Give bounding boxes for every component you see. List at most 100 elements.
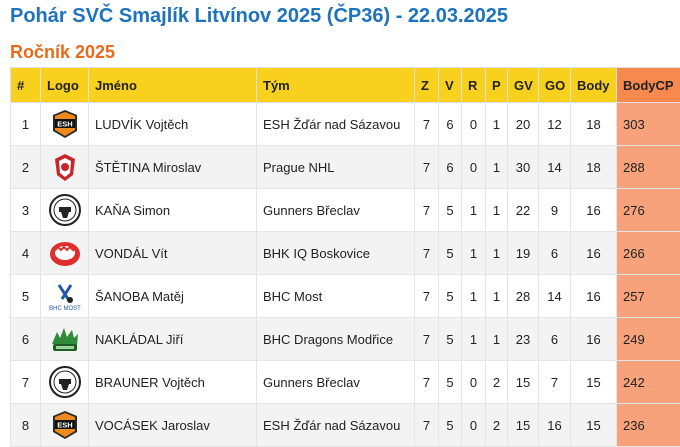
- col-header-rank[interactable]: #: [11, 68, 41, 103]
- gunners-breclav-logo-icon: [48, 365, 82, 399]
- player-name[interactable]: ŠTĚTINA Miroslav: [89, 146, 257, 189]
- col-header-v[interactable]: V: [439, 68, 462, 103]
- games-played: 7: [415, 404, 439, 447]
- player-name[interactable]: NAKLÁDAL Jiří: [89, 318, 257, 361]
- points: 16: [571, 232, 617, 275]
- goals-against: 14: [539, 146, 571, 189]
- team-name[interactable]: BHK IQ Boskovice: [257, 232, 415, 275]
- gunners-breclav-logo-icon: [48, 193, 82, 227]
- bhc-most-logo-icon: BHC MOST: [48, 279, 82, 313]
- goals-against: 7: [539, 361, 571, 404]
- table-header-row: # Logo Jméno Tým Z V R P GV GO Body Body…: [11, 68, 680, 103]
- goals-for: 15: [508, 361, 539, 404]
- games-played: 7: [415, 232, 439, 275]
- rank-cell: 7: [11, 361, 41, 404]
- results-table: # Logo Jméno Tým Z V R P GV GO Body Body…: [10, 67, 680, 447]
- team-name[interactable]: Gunners Břeclav: [257, 189, 415, 232]
- goals-for: 20: [508, 103, 539, 146]
- logo-cell: [41, 189, 89, 232]
- games-played: 7: [415, 103, 439, 146]
- goals-for: 22: [508, 189, 539, 232]
- points: 15: [571, 404, 617, 447]
- col-header-bodycp[interactable]: BodyCP: [617, 68, 680, 103]
- player-name[interactable]: ŠANOBA Matěj: [89, 275, 257, 318]
- rank-cell: 8: [11, 404, 41, 447]
- goals-for: 28: [508, 275, 539, 318]
- col-header-name[interactable]: Jméno: [89, 68, 257, 103]
- col-header-p[interactable]: P: [486, 68, 508, 103]
- wins: 6: [439, 146, 462, 189]
- team-name[interactable]: ESH Žďár nad Sázavou: [257, 404, 415, 447]
- losses: 1: [486, 103, 508, 146]
- esh-zdar-logo-icon: ESH: [48, 408, 82, 442]
- goals-against: 6: [539, 318, 571, 361]
- losses: 1: [486, 189, 508, 232]
- season-heading: Ročník 2025: [10, 42, 115, 63]
- player-name[interactable]: VOCÁSEK Jaroslav: [89, 404, 257, 447]
- col-header-r[interactable]: R: [462, 68, 486, 103]
- points: 18: [571, 146, 617, 189]
- rank-cell: 3: [11, 189, 41, 232]
- logo-cell: [41, 232, 89, 275]
- team-name[interactable]: ESH Žďár nad Sázavou: [257, 103, 415, 146]
- svg-text:BHC MOST: BHC MOST: [49, 306, 81, 312]
- player-name[interactable]: VONDÁL Vít: [89, 232, 257, 275]
- bhc-dragons-logo-icon: [48, 322, 82, 356]
- goals-against: 6: [539, 232, 571, 275]
- logo-cell: [41, 318, 89, 361]
- rank-cell: 2: [11, 146, 41, 189]
- points: 15: [571, 361, 617, 404]
- draws: 1: [462, 189, 486, 232]
- losses: 1: [486, 232, 508, 275]
- rank-cell: 4: [11, 232, 41, 275]
- col-header-z[interactable]: Z: [415, 68, 439, 103]
- draws: 1: [462, 275, 486, 318]
- cp-points: 303: [617, 103, 680, 146]
- rank-cell: 6: [11, 318, 41, 361]
- cp-points: 242: [617, 361, 680, 404]
- goals-against: 12: [539, 103, 571, 146]
- wins: 5: [439, 232, 462, 275]
- logo-cell: ESH: [41, 404, 89, 447]
- col-header-team[interactable]: Tým: [257, 68, 415, 103]
- cp-points: 249: [617, 318, 680, 361]
- col-header-logo[interactable]: Logo: [41, 68, 89, 103]
- goals-for: 15: [508, 404, 539, 447]
- player-name[interactable]: BRAUNER Vojtěch: [89, 361, 257, 404]
- prague-nhl-logo-icon: [48, 150, 82, 184]
- svg-text:ESH: ESH: [57, 421, 72, 430]
- games-played: 7: [415, 318, 439, 361]
- esh-zdar-logo-icon: ESH: [48, 107, 82, 141]
- cp-points: 257: [617, 275, 680, 318]
- draws: 0: [462, 146, 486, 189]
- wins: 5: [439, 275, 462, 318]
- games-played: 7: [415, 275, 439, 318]
- team-name[interactable]: Prague NHL: [257, 146, 415, 189]
- draws: 1: [462, 232, 486, 275]
- points: 18: [571, 103, 617, 146]
- team-name[interactable]: Gunners Břeclav: [257, 361, 415, 404]
- col-header-body[interactable]: Body: [571, 68, 617, 103]
- points: 16: [571, 189, 617, 232]
- col-header-gv[interactable]: GV: [508, 68, 539, 103]
- logo-cell: [41, 146, 89, 189]
- team-name[interactable]: BHC Most: [257, 275, 415, 318]
- bhk-iq-boskovice-logo-icon: [48, 236, 82, 270]
- player-name[interactable]: KAŇA Simon: [89, 189, 257, 232]
- player-name[interactable]: LUDVÍK Vojtěch: [89, 103, 257, 146]
- losses: 1: [486, 146, 508, 189]
- cp-points: 266: [617, 232, 680, 275]
- col-header-go[interactable]: GO: [539, 68, 571, 103]
- team-name[interactable]: BHC Dragons Modřice: [257, 318, 415, 361]
- losses: 2: [486, 404, 508, 447]
- goals-against: 14: [539, 275, 571, 318]
